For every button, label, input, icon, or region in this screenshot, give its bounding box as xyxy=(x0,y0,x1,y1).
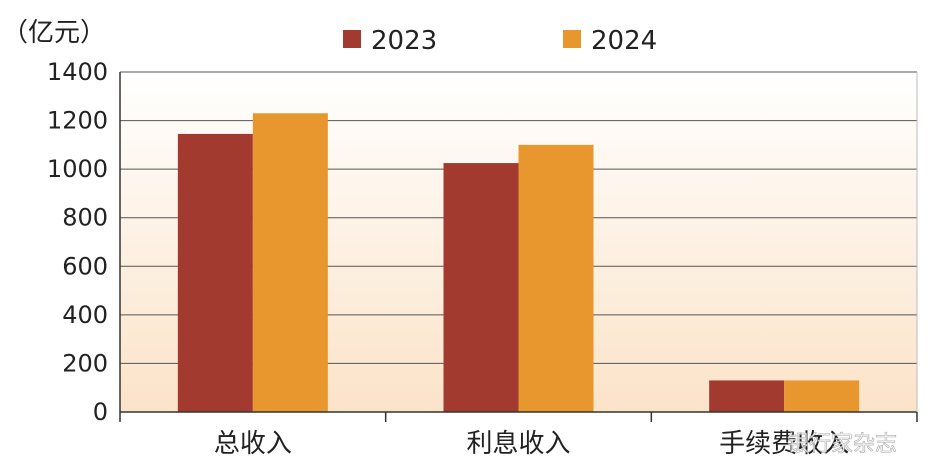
legend-label: 2024 xyxy=(591,26,657,56)
bar-2023 xyxy=(177,133,253,412)
watermark-text: 银行家杂志 xyxy=(787,432,897,457)
axes xyxy=(119,72,918,422)
legend-label: 2023 xyxy=(371,26,437,56)
legend-swatch xyxy=(563,30,581,48)
y-tick-label: 1400 xyxy=(47,58,108,86)
y-tick-label: 400 xyxy=(62,301,108,329)
y-tick-label: 1000 xyxy=(47,155,108,183)
category-labels: 总收入 利息收入 手续费收入 xyxy=(214,429,849,459)
bar-2024 xyxy=(518,144,594,412)
category-label: 手续费收入 xyxy=(719,429,849,459)
y-tick-label: 800 xyxy=(62,204,108,232)
y-tick-label: 0 xyxy=(93,398,108,426)
legend: 2023 2024 xyxy=(343,26,657,56)
y-tick-label: 200 xyxy=(62,349,108,377)
category-label: 利息收入 xyxy=(466,429,570,459)
y-tick-label: 1200 xyxy=(47,107,108,135)
y-tick-label: 600 xyxy=(62,252,108,280)
bar-2024 xyxy=(252,113,328,413)
y-tick-labels: 0 200 400 600 800 1000 1200 1400 xyxy=(47,58,108,426)
bar-2023 xyxy=(709,380,785,412)
bar-2024 xyxy=(784,380,860,412)
y-axis-unit-label: （亿元） xyxy=(2,18,106,48)
bar-2023 xyxy=(443,163,519,412)
legend-swatch xyxy=(343,30,361,48)
bars xyxy=(177,113,860,413)
category-label: 总收入 xyxy=(214,429,292,459)
